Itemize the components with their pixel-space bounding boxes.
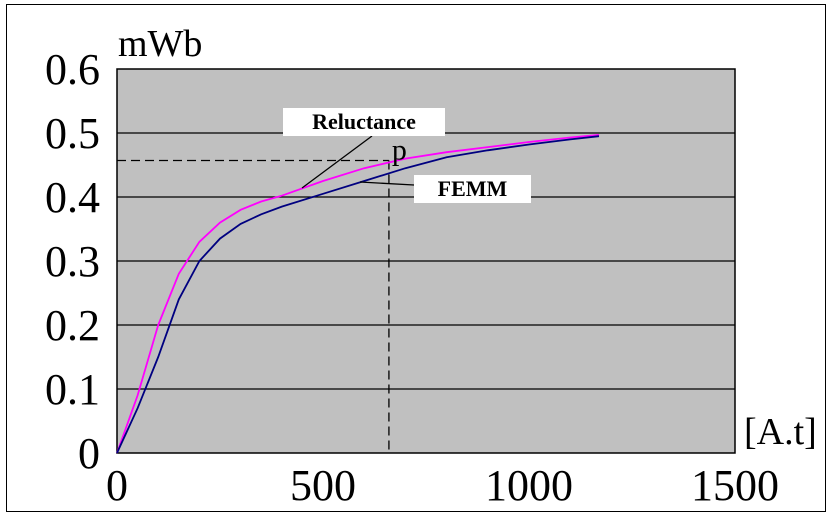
x-tick-label: 1500 bbox=[691, 461, 779, 510]
series-line-reluctance bbox=[116, 134, 600, 454]
y-tick-labels: 0 0.1 0.2 0.3 0.4 0.5 0.6 bbox=[45, 45, 100, 478]
femm-label: FEMM bbox=[438, 176, 508, 201]
y-tick-label: 0.3 bbox=[45, 237, 100, 286]
x-tick-label: 1000 bbox=[485, 461, 573, 510]
reluctance-label-box bbox=[283, 108, 445, 136]
reluctance-label: Reluctance bbox=[312, 109, 416, 134]
reluctance-leader-line bbox=[301, 135, 373, 189]
x-axis-unit-label: [A.t] bbox=[744, 411, 817, 453]
point-p-guides bbox=[117, 159, 390, 453]
y-tick-label: 0.4 bbox=[45, 173, 100, 222]
x-tick-labels: 0 500 1000 1500 bbox=[106, 461, 779, 510]
femm-label-box bbox=[414, 175, 531, 203]
y-tick-label: 0.1 bbox=[45, 365, 100, 414]
point-p-label: p bbox=[392, 134, 407, 167]
series-line-femm bbox=[116, 135, 600, 454]
y-tick-label: 0 bbox=[78, 429, 100, 478]
y-tick-label: 0.6 bbox=[45, 45, 100, 94]
x-tick-label: 0 bbox=[106, 461, 128, 510]
y-tick-label: 0.2 bbox=[45, 301, 100, 350]
x-tick-label: 500 bbox=[290, 461, 356, 510]
series-lines bbox=[116, 134, 600, 454]
y-axis-unit-label: mWb bbox=[118, 23, 202, 65]
y-tick-label: 0.5 bbox=[45, 109, 100, 158]
femm-leader-line bbox=[359, 181, 415, 186]
annotations: Reluctance FEMM p bbox=[283, 108, 531, 203]
